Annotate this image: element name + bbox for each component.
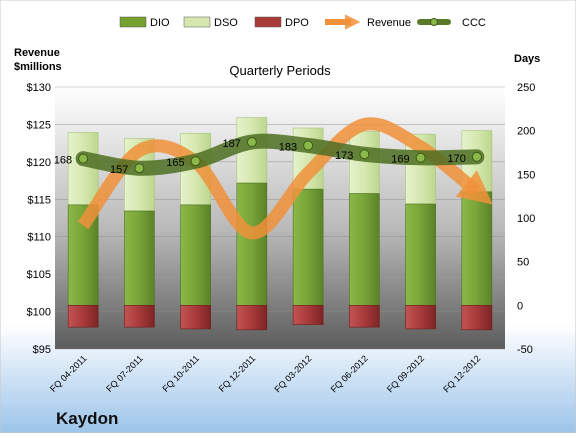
left-tick-label: $130 — [27, 82, 51, 94]
right-tick-label: 250 — [517, 82, 535, 94]
legend-label: Revenue — [367, 17, 411, 29]
bar-dpo — [292, 305, 324, 325]
bar-dpo — [349, 305, 380, 328]
legend-swatch — [183, 16, 211, 28]
bar-dpo — [405, 305, 436, 330]
legend-swatch — [254, 16, 282, 28]
left-tick-label: $120 — [27, 157, 51, 169]
bar-dpo — [461, 305, 493, 331]
legend-label: DIO — [150, 17, 170, 29]
bar-dpo — [124, 305, 155, 328]
bar-dso — [67, 132, 99, 206]
right-tick-label: 200 — [517, 126, 535, 138]
ccc-data-label: 183 — [279, 142, 297, 154]
legend: DIO DSO DPO Revenue CCC — [119, 14, 486, 30]
bar-dio — [124, 210, 155, 306]
left-tick-label: $100 — [27, 307, 51, 319]
ccc-point — [359, 149, 370, 160]
revenue-line — [77, 117, 493, 240]
legend-swatch — [119, 16, 147, 28]
company-name: Kaydon — [56, 409, 118, 428]
ccc-data-label: 168 — [54, 155, 72, 167]
ccc-data-label: 187 — [223, 138, 241, 150]
bar-dio — [236, 182, 268, 306]
left-axis-ticks: $95 $100 $105 $110 $115 $120 $125 $130 — [27, 82, 51, 356]
bar-dio — [405, 203, 436, 306]
left-tick-label: $110 — [27, 232, 51, 244]
left-tick-label: $105 — [27, 269, 51, 281]
legend-label: DPO — [285, 17, 309, 29]
bar-dio — [180, 204, 211, 306]
left-tick-label: $115 — [27, 194, 51, 206]
bar-dpo — [236, 305, 268, 331]
ccc-data-label: 173 — [335, 150, 353, 162]
right-tick-label: 100 — [517, 213, 535, 225]
right-tick-label: 0 — [517, 300, 523, 312]
ccc-point — [303, 140, 314, 151]
right-axis-ticks: -50 0 50 100 150 200 250 — [517, 82, 535, 356]
right-tick-label: 150 — [517, 169, 535, 181]
revenue-series — [77, 117, 493, 240]
chart-title: Quarterly Periods — [229, 63, 331, 78]
right-axis-label: Days — [514, 53, 540, 65]
right-tick-label: 50 — [517, 257, 529, 269]
ccc-point — [190, 156, 201, 167]
right-tick-label: -50 — [517, 344, 533, 356]
ccc-series: 168 157 165 187 183 173 169 170 — [54, 133, 485, 176]
ccc-data-label: 165 — [166, 157, 184, 169]
ccc-data-label: 169 — [391, 154, 409, 166]
ccc-point — [471, 151, 482, 162]
bar-dio — [349, 193, 380, 306]
ccc-point — [134, 163, 145, 174]
bar-dio — [292, 188, 324, 306]
ccc-point — [415, 152, 426, 163]
ccc-point — [246, 137, 257, 148]
left-tick-label: $95 — [33, 344, 51, 356]
ccc-data-label: 157 — [110, 164, 128, 176]
legend-label: DSO — [214, 17, 238, 29]
ccc-point — [78, 153, 89, 164]
bar-dpo — [180, 305, 211, 330]
ccc-data-label: 170 — [448, 153, 466, 165]
legend-marker — [430, 18, 438, 26]
legend-label: CCC — [462, 17, 486, 29]
left-tick-label: $125 — [27, 119, 51, 131]
left-axis-label-line1: Revenue — [14, 47, 60, 59]
bar-dio — [461, 191, 493, 306]
bar-dpo — [67, 305, 99, 328]
left-axis-label-line2: $millions — [14, 61, 62, 73]
